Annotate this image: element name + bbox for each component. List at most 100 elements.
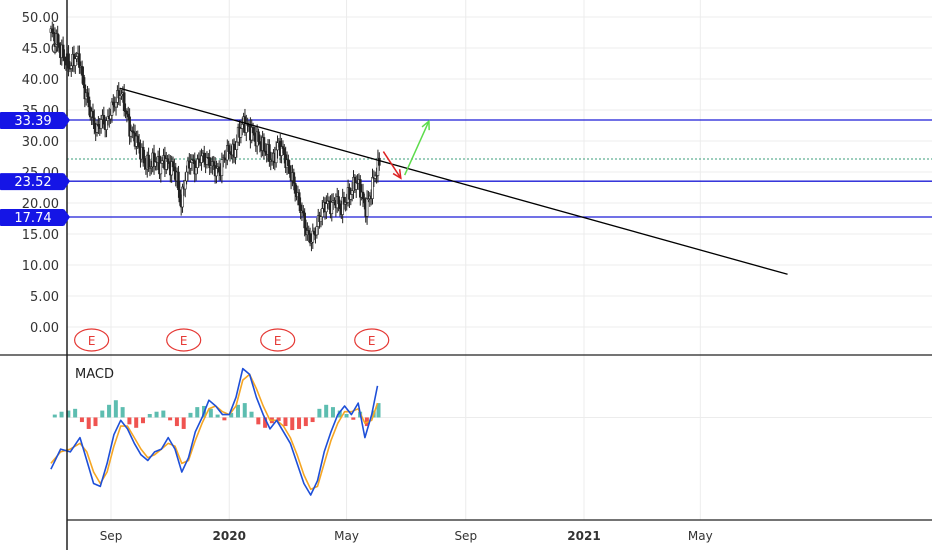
macd-histogram-bar: [242, 403, 247, 418]
macd-histogram-bar: [120, 407, 125, 418]
candle-body: [91, 110, 95, 119]
macd-histogram-bar: [107, 404, 112, 418]
candle-body: [160, 160, 164, 164]
candle-body: [330, 202, 334, 215]
candle-body: [215, 168, 218, 177]
y-tick-label: 30.00: [22, 135, 59, 150]
y-tick-label: 45.00: [22, 42, 59, 57]
macd-histogram-bar: [79, 417, 84, 423]
macd-histogram-bar: [188, 412, 193, 418]
y-tick-label: 0.00: [30, 321, 59, 336]
macd-histogram-bar: [317, 408, 322, 418]
y-tick-label: 40.00: [22, 73, 59, 88]
price-level-badge: [0, 209, 64, 227]
candle-body: [303, 212, 306, 229]
candle-body: [338, 203, 342, 209]
macd-histogram-bar: [208, 408, 213, 418]
macd-histogram-bar: [276, 417, 281, 421]
macd-histogram-bar: [330, 407, 335, 418]
macd-histogram-bar: [222, 417, 227, 421]
macd-histogram-bar: [93, 417, 98, 427]
macd-histogram-bar: [229, 412, 234, 418]
candle-body: [178, 189, 182, 203]
candle-body: [235, 141, 239, 150]
x-tick-label: Sep: [454, 529, 477, 543]
candle-body: [212, 161, 216, 166]
macd-histogram-bar: [52, 414, 57, 418]
macd-histogram-bar: [181, 417, 186, 429]
macd-histogram-bar: [249, 411, 254, 418]
y-tick-label: 10.00: [22, 259, 59, 274]
candle-body: [166, 158, 169, 162]
candle-body: [258, 141, 262, 145]
candle-body: [251, 127, 255, 134]
candle-body: [320, 208, 324, 217]
candle-body: [337, 196, 340, 205]
macd-histogram-bar: [310, 417, 315, 423]
candle-body: [61, 44, 65, 58]
macd-histogram-bar: [215, 414, 220, 418]
candle-body: [99, 119, 103, 129]
macd-histogram-bar: [337, 410, 342, 418]
candle-body: [102, 115, 106, 125]
price-level-label: 23.52: [14, 175, 51, 190]
candle-body: [159, 162, 163, 175]
down-arrow-head: [392, 169, 402, 180]
x-tick-label: May: [688, 529, 713, 543]
price-level-label: 17.74: [14, 211, 51, 226]
trend-line: [119, 87, 788, 275]
down-arrow-line: [382, 151, 402, 179]
macd-histogram-bar: [140, 417, 145, 424]
macd-histogram-bar: [147, 414, 152, 418]
chart-drawings: [119, 87, 788, 275]
earnings-marker: [74, 328, 110, 352]
macd-histogram-bar: [195, 407, 200, 418]
macd-histogram-bar: [154, 411, 159, 418]
y-tick-label: 15.00: [22, 228, 59, 243]
candle-body: [312, 230, 316, 235]
candle-body: [253, 132, 256, 136]
price-level-badge-arrow: [64, 209, 70, 227]
candle-body: [196, 158, 199, 168]
candle-body: [185, 171, 188, 182]
candle-body: [189, 162, 192, 169]
macd-signal-line: [50, 373, 379, 491]
macd-histogram-bar: [297, 417, 302, 429]
candle-body: [220, 159, 224, 176]
macd-histogram-bar: [344, 414, 349, 418]
y-tick-label: 20.00: [22, 197, 59, 212]
macd-histogram-bar: [290, 417, 295, 431]
candle-body: [173, 166, 176, 172]
macd-histogram-bar: [127, 417, 132, 425]
x-tick-label: 2020: [213, 529, 246, 543]
macd-histogram-bar: [134, 417, 139, 428]
macd-histogram-bar: [113, 400, 118, 418]
candle-body: [74, 58, 77, 66]
candle-body: [202, 152, 206, 162]
candle-body: [228, 151, 232, 154]
candle-body: [350, 190, 354, 195]
earnings-marker: [260, 328, 296, 352]
candle-body: [69, 65, 73, 69]
price-level-badge-arrow: [64, 173, 70, 191]
macd-histogram-bar: [235, 404, 240, 418]
candle-body: [234, 149, 237, 158]
macd-histogram-bar: [303, 417, 308, 427]
earnings-marker-label: E: [180, 334, 188, 348]
macd-histogram-bar: [351, 417, 356, 420]
macd-histogram-bar: [100, 410, 105, 418]
candle-body: [315, 226, 319, 236]
candle-body: [371, 177, 374, 199]
candle-body: [194, 167, 198, 175]
grid-lines: [67, 0, 932, 520]
candle-body: [109, 115, 112, 120]
macd-title: MACD: [75, 367, 114, 382]
price-level-badge: [0, 111, 64, 129]
macd-histogram-bar: [324, 404, 329, 418]
candle-body: [361, 191, 365, 199]
candle-body: [240, 123, 244, 129]
candle-body: [274, 149, 278, 164]
candle-body: [292, 172, 296, 184]
candle-body: [125, 111, 129, 115]
